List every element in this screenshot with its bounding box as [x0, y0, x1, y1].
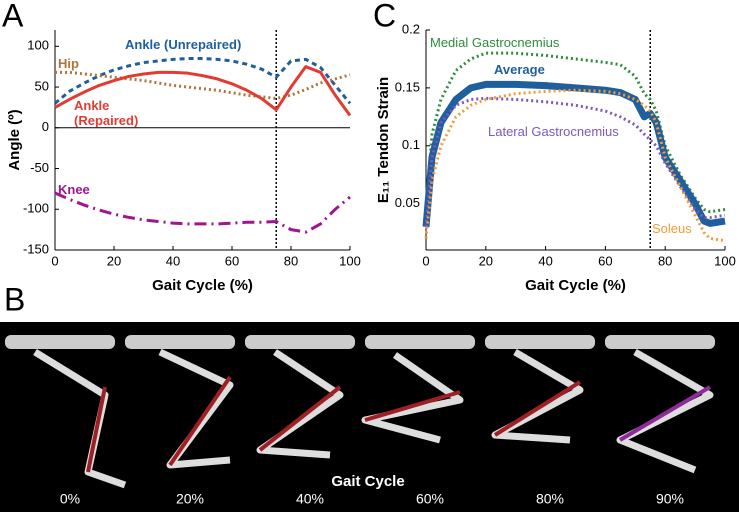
x-axis-title: Gait Cycle (%): [152, 277, 253, 294]
series-label: Hip: [58, 56, 79, 71]
x-tick-label: 20: [479, 253, 493, 268]
muscle: [493, 380, 582, 437]
spine: [125, 335, 235, 349]
leg-bones: [256, 349, 344, 459]
leg-bones: [361, 352, 464, 444]
leg-bones: [616, 348, 714, 474]
muscle: [364, 390, 461, 422]
y-tick-label: -50: [30, 160, 49, 175]
x-tick-label: 80: [284, 253, 298, 268]
series-line: [424, 96, 726, 227]
spine: [5, 335, 115, 349]
series-line: [54, 191, 351, 234]
panel-label: C: [373, 0, 396, 33]
frame-label: 0%: [60, 491, 80, 507]
x-tick-label: 0: [51, 253, 58, 268]
x-tick-label: 60: [225, 253, 239, 268]
series-label: Ankle (Repaired): [74, 98, 139, 128]
y-tick-label: 100: [27, 38, 49, 53]
muscle: [258, 385, 342, 452]
leg-bones: [491, 348, 584, 444]
x-tick-label: 40: [538, 253, 552, 268]
spine: [485, 335, 595, 349]
muscle: [168, 375, 232, 467]
frame-label: 20%: [176, 491, 204, 507]
x-tick-label: 100: [339, 253, 361, 268]
x-tick-label: 60: [598, 253, 612, 268]
panel-label: A: [2, 0, 24, 33]
leg-bones: [158, 348, 234, 469]
y-tick-label: 0.1: [402, 137, 420, 152]
series-label: Ankle (Unrepaired): [125, 37, 242, 52]
muscle: [618, 385, 712, 442]
y-tick-label: 50: [35, 78, 49, 93]
x-tick-label: 20: [107, 253, 121, 268]
spine: [605, 335, 715, 349]
y-tick-label: 0.15: [395, 79, 420, 94]
series-label: Average: [494, 62, 545, 77]
series-label: Medial Gastrocnemius: [430, 35, 560, 50]
x-tick-label: 0: [422, 253, 429, 268]
muscle: [86, 386, 107, 473]
frame-label: 60%: [416, 491, 444, 507]
y-axis-title: E₁₁ Tendon Strain: [375, 77, 392, 203]
spine: [245, 335, 355, 349]
x-tick-label: 40: [166, 253, 180, 268]
frame-label: 80%: [536, 491, 564, 507]
series-line: [54, 57, 352, 105]
y-tick-label: -100: [23, 201, 49, 216]
panel-b-title: Gait Cycle: [331, 473, 404, 490]
y-axis-title: Angle (º): [6, 109, 23, 170]
x-tick-label: 80: [658, 253, 672, 268]
series-label: Knee: [58, 182, 90, 197]
y-tick-label: 0.2: [402, 21, 420, 36]
frame-label: 90%: [656, 491, 684, 507]
x-axis-title: Gait Cycle (%): [525, 277, 626, 294]
series-line: [424, 88, 726, 243]
series-line: [54, 65, 352, 117]
series-label: Lateral Gastrocnemius: [488, 124, 619, 139]
y-tick-label: 0.05: [395, 195, 420, 210]
series-label: Soleus: [652, 221, 692, 236]
spine: [365, 335, 475, 349]
frame-label: 40%: [296, 491, 324, 507]
y-tick-label: -150: [23, 241, 49, 256]
x-tick-label: 100: [714, 253, 736, 268]
y-tick-label: 0: [42, 119, 49, 134]
panel-label: B: [4, 281, 25, 317]
